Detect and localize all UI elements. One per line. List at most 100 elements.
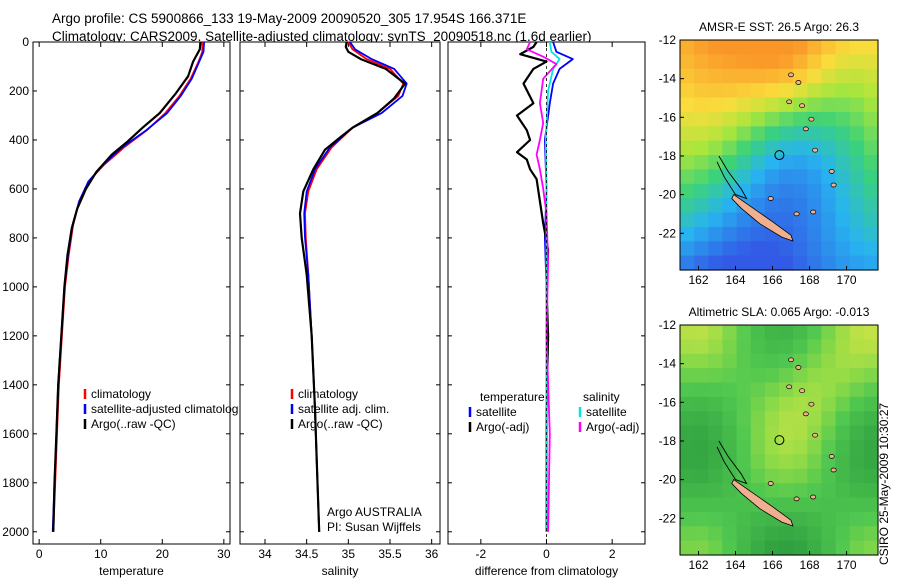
heat-cell bbox=[793, 241, 808, 257]
heat-cell bbox=[722, 40, 738, 55]
heat-cell bbox=[849, 353, 865, 369]
island-shape bbox=[795, 80, 802, 85]
y-tick-label: -18 bbox=[659, 149, 677, 163]
heat-cell bbox=[708, 396, 723, 412]
heat-cell bbox=[821, 368, 837, 384]
heat-cell bbox=[694, 111, 709, 127]
heat-cell bbox=[722, 325, 738, 340]
heat-cell bbox=[736, 68, 752, 84]
heat-cell bbox=[863, 382, 879, 398]
heat-cell bbox=[807, 540, 822, 556]
heat-cell bbox=[779, 425, 794, 441]
heat-cell bbox=[779, 382, 794, 398]
y-tick-label: 1600 bbox=[2, 427, 29, 441]
argo-float-marker bbox=[774, 435, 785, 446]
heat-cell bbox=[722, 483, 738, 499]
heat-cell bbox=[736, 111, 752, 127]
heat-cell bbox=[835, 241, 851, 257]
heat-cell bbox=[835, 183, 851, 199]
x-tick-label: 162 bbox=[688, 273, 708, 287]
heat-cell bbox=[708, 198, 723, 214]
heat-cell bbox=[736, 212, 752, 228]
heat-cell bbox=[736, 353, 752, 369]
heat-cell bbox=[694, 140, 709, 156]
heat-cell bbox=[793, 368, 808, 384]
heat-cell bbox=[821, 212, 837, 228]
heat-cell bbox=[821, 83, 837, 99]
heat-cell bbox=[708, 526, 723, 542]
heat-cell bbox=[708, 325, 723, 340]
heat-cell bbox=[694, 155, 709, 170]
heat-cell bbox=[764, 40, 780, 55]
heat-cell bbox=[680, 97, 695, 113]
heat-cell bbox=[793, 198, 808, 214]
x-tick-label: -2 bbox=[475, 547, 486, 561]
heat-cell bbox=[680, 226, 695, 242]
heat-cell bbox=[750, 241, 766, 257]
heat-cell bbox=[821, 126, 837, 142]
y-tick-label: -20 bbox=[659, 473, 677, 487]
heat-cell bbox=[849, 396, 865, 412]
heat-cell bbox=[863, 540, 879, 556]
heat-cell bbox=[863, 425, 879, 441]
heat-cell bbox=[750, 368, 766, 384]
x-tick-label: 36 bbox=[425, 547, 439, 561]
heat-cell bbox=[694, 325, 709, 340]
island-shape bbox=[802, 126, 809, 132]
heat-cell bbox=[708, 83, 723, 99]
heat-cell bbox=[680, 54, 695, 70]
heat-cell bbox=[680, 425, 695, 441]
heat-cell bbox=[863, 454, 879, 470]
heat-cell bbox=[722, 497, 738, 513]
heat-cell bbox=[863, 325, 879, 340]
heat-cell bbox=[722, 140, 738, 156]
heat-cell bbox=[708, 155, 723, 170]
heat-cell bbox=[793, 425, 808, 441]
island-shape bbox=[828, 169, 835, 174]
heat-cell bbox=[764, 483, 780, 499]
heat-cell bbox=[807, 368, 822, 384]
heat-cell bbox=[750, 54, 766, 70]
heat-cell bbox=[807, 382, 822, 398]
heat-cell bbox=[722, 411, 738, 427]
heat-cell bbox=[821, 511, 837, 527]
heat-cell bbox=[680, 83, 695, 99]
heat-cell bbox=[722, 396, 738, 412]
heat-cell bbox=[694, 255, 709, 271]
heat-cell bbox=[835, 226, 851, 242]
heat-cell bbox=[750, 97, 766, 113]
heat-cell bbox=[863, 226, 879, 242]
heat-cell bbox=[694, 68, 709, 84]
heat-cell bbox=[694, 126, 709, 142]
heat-cell bbox=[779, 454, 794, 470]
heat-cell bbox=[779, 255, 794, 271]
heat-cell bbox=[835, 68, 851, 84]
legend-label: satellite-adjusted climatolog bbox=[91, 402, 238, 416]
heat-cell bbox=[793, 226, 808, 242]
island-shape bbox=[731, 194, 794, 242]
heat-cell bbox=[722, 155, 738, 170]
heat-cell bbox=[736, 126, 752, 142]
heat-cell bbox=[750, 339, 766, 355]
x-tick-label: 30 bbox=[217, 547, 231, 561]
heat-cell bbox=[680, 526, 695, 542]
heat-cell bbox=[779, 339, 794, 355]
heat-cell bbox=[863, 255, 879, 271]
heat-cell bbox=[750, 440, 766, 455]
heat-cell bbox=[793, 440, 808, 455]
heat-cell bbox=[863, 83, 879, 99]
heat-cell bbox=[821, 198, 837, 214]
heat-cell bbox=[708, 226, 723, 242]
heat-cell bbox=[849, 40, 865, 55]
heat-cell bbox=[863, 97, 879, 113]
heat-cell bbox=[722, 353, 738, 369]
heat-cell bbox=[680, 353, 695, 369]
heat-cell bbox=[793, 40, 808, 55]
heat-cell bbox=[750, 169, 766, 185]
heat-cell bbox=[821, 155, 837, 170]
heat-cell bbox=[807, 155, 822, 170]
heat-cell bbox=[680, 183, 695, 199]
island-shape bbox=[786, 99, 793, 105]
heat-cell bbox=[863, 68, 879, 84]
heat-cell bbox=[708, 440, 723, 455]
